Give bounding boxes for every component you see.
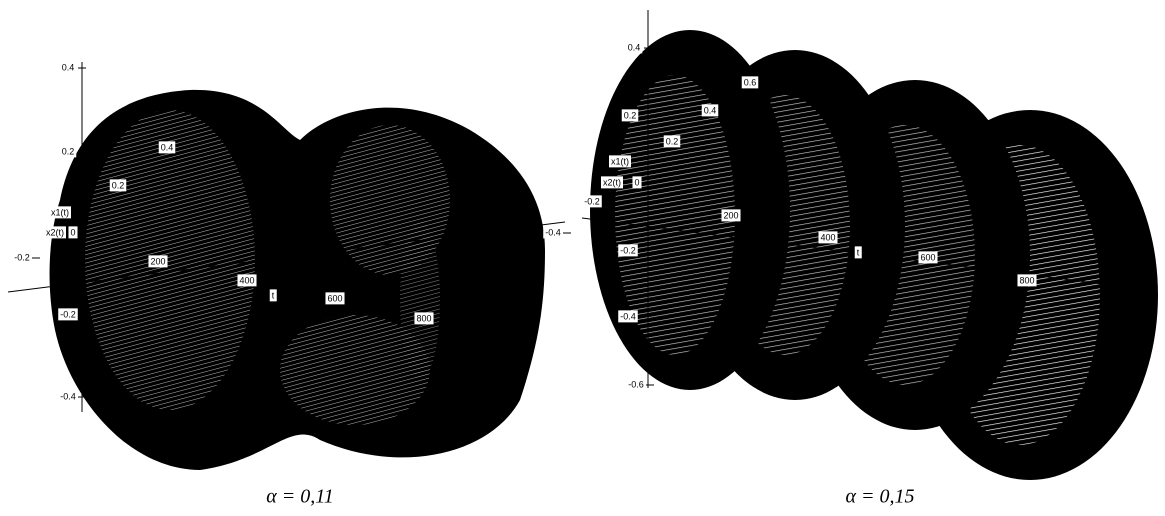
label: 400 [239, 275, 254, 285]
label-box [618, 310, 638, 323]
axis [581, 217, 1151, 291]
label-box [414, 312, 434, 325]
label-box [741, 76, 759, 89]
caption: α = 0,15 [846, 486, 915, 508]
label: -0.4 [545, 227, 561, 237]
label: 0 [634, 177, 639, 187]
inner-texture [280, 315, 430, 425]
label-box [325, 292, 345, 305]
label-box [59, 145, 77, 158]
label-box [237, 274, 257, 287]
label: -0.2 [60, 309, 76, 319]
label-box [158, 141, 176, 154]
label-box [59, 61, 77, 74]
label-box [58, 390, 78, 403]
label-box [68, 226, 78, 239]
label: 0.4 [704, 105, 717, 115]
label-box [621, 109, 639, 122]
label-box [632, 176, 642, 189]
label: 600 [327, 293, 342, 303]
label: -0.4 [60, 391, 76, 401]
label-box [854, 246, 862, 259]
axis [7, 221, 566, 293]
label-box [49, 206, 72, 219]
label: 0.6 [744, 77, 757, 87]
label: -0.6 [628, 379, 644, 389]
label: 0 [70, 227, 75, 237]
label: x2(t) [46, 227, 64, 237]
label: 0.2 [112, 180, 125, 190]
label-box [12, 251, 32, 264]
right-plot [581, 10, 1158, 480]
label: 0.4 [628, 42, 641, 52]
label-box [701, 104, 719, 117]
label: 800 [416, 313, 431, 323]
label-box [1017, 274, 1037, 287]
label: x1(t) [611, 156, 629, 166]
label: 0.4 [62, 62, 75, 72]
label: -0.2 [14, 252, 30, 262]
label: -0.2 [584, 196, 600, 206]
label-box [663, 135, 681, 148]
label: -0.2 [620, 245, 636, 255]
label-box [269, 289, 277, 302]
label: 0.2 [624, 110, 637, 120]
caption: α = 0,11 [266, 486, 334, 508]
label-box [609, 155, 632, 168]
label: x2(t) [603, 177, 621, 187]
label-box [918, 251, 938, 264]
left-plot [7, 62, 566, 470]
label-box [58, 308, 78, 321]
label: x1(t) [51, 207, 69, 217]
label: 200 [723, 210, 738, 220]
torus-inner [615, 75, 735, 355]
label: 0.2 [62, 146, 75, 156]
inner-texture [85, 110, 255, 410]
label-box [721, 209, 741, 222]
label: 0.4 [161, 142, 174, 152]
label: 200 [150, 256, 165, 266]
label-box [543, 226, 563, 239]
label-box [626, 378, 646, 391]
label: 0.2 [666, 136, 679, 146]
label: 400 [820, 232, 835, 242]
label-box [582, 195, 602, 208]
inner-texture [400, 220, 440, 380]
label-box [618, 244, 638, 257]
label-box [148, 255, 168, 268]
label-box [625, 41, 643, 54]
label-box [44, 226, 67, 239]
label-box [818, 231, 838, 244]
label: 800 [1019, 275, 1034, 285]
label: 600 [920, 252, 935, 262]
label: t [272, 290, 275, 300]
label: t [857, 247, 860, 257]
label: -0.4 [620, 311, 636, 321]
label-box [109, 179, 127, 192]
label-box [601, 176, 624, 189]
